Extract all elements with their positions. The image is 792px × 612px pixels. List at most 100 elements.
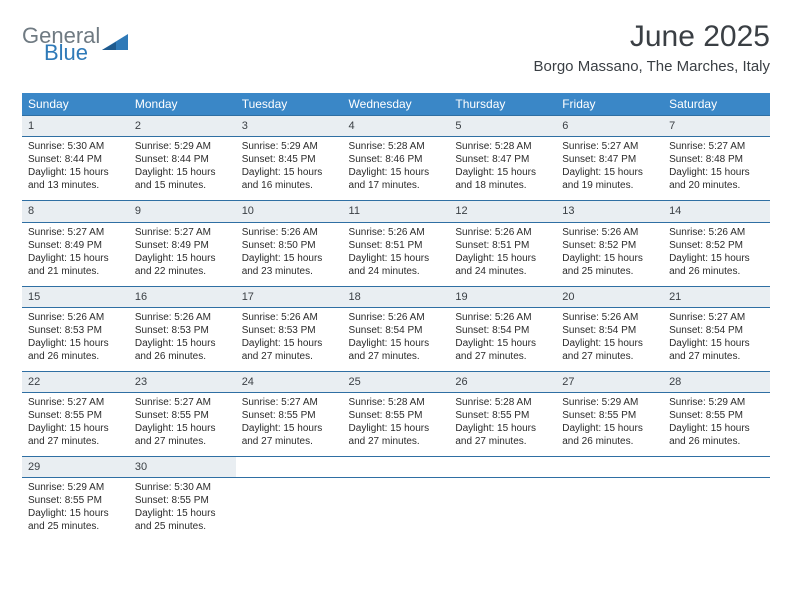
day-number-row: 891011121314: [22, 201, 770, 222]
daylight-text: Daylight: 15 hours and 27 minutes.: [242, 337, 337, 363]
day-number-cell: 3: [236, 116, 343, 137]
day-cell: Sunrise: 5:26 AMSunset: 8:51 PMDaylight:…: [343, 222, 450, 286]
daylight-text: Daylight: 15 hours and 27 minutes.: [669, 337, 764, 363]
sunrise-text: Sunrise: 5:28 AM: [349, 140, 444, 153]
day-cell: [556, 478, 663, 542]
day-number-cell: 5: [449, 116, 556, 137]
title-block: June 2025 Borgo Massano, The Marches, It…: [534, 20, 771, 75]
day-number-cell: 22: [22, 371, 129, 392]
day-cell: Sunrise: 5:26 AMSunset: 8:54 PMDaylight:…: [449, 307, 556, 371]
sunrise-text: Sunrise: 5:28 AM: [349, 396, 444, 409]
sunset-text: Sunset: 8:55 PM: [28, 409, 123, 422]
sunset-text: Sunset: 8:55 PM: [242, 409, 337, 422]
day-number-cell: 30: [129, 457, 236, 478]
page-title: June 2025: [534, 20, 771, 54]
day-cell: Sunrise: 5:26 AMSunset: 8:50 PMDaylight:…: [236, 222, 343, 286]
sunrise-text: Sunrise: 5:27 AM: [669, 140, 764, 153]
day-content-row: Sunrise: 5:29 AMSunset: 8:55 PMDaylight:…: [22, 478, 770, 542]
sunset-text: Sunset: 8:54 PM: [349, 324, 444, 337]
day-cell: Sunrise: 5:27 AMSunset: 8:47 PMDaylight:…: [556, 137, 663, 201]
sunset-text: Sunset: 8:55 PM: [135, 494, 230, 507]
sunset-text: Sunset: 8:55 PM: [669, 409, 764, 422]
day-number-cell: 14: [663, 201, 770, 222]
weekday-header: Sunday: [22, 93, 129, 116]
daylight-text: Daylight: 15 hours and 25 minutes.: [135, 507, 230, 533]
day-cell: Sunrise: 5:29 AMSunset: 8:45 PMDaylight:…: [236, 137, 343, 201]
day-cell: Sunrise: 5:29 AMSunset: 8:55 PMDaylight:…: [556, 393, 663, 457]
day-number-cell: 7: [663, 116, 770, 137]
day-cell: Sunrise: 5:28 AMSunset: 8:55 PMDaylight:…: [449, 393, 556, 457]
sunrise-text: Sunrise: 5:30 AM: [28, 140, 123, 153]
day-cell: Sunrise: 5:30 AMSunset: 8:44 PMDaylight:…: [22, 137, 129, 201]
day-number-cell: 17: [236, 286, 343, 307]
day-cell: Sunrise: 5:27 AMSunset: 8:54 PMDaylight:…: [663, 307, 770, 371]
day-cell: Sunrise: 5:27 AMSunset: 8:48 PMDaylight:…: [663, 137, 770, 201]
sunrise-text: Sunrise: 5:26 AM: [135, 311, 230, 324]
sunset-text: Sunset: 8:49 PM: [28, 239, 123, 252]
sunset-text: Sunset: 8:45 PM: [242, 153, 337, 166]
day-cell: Sunrise: 5:29 AMSunset: 8:55 PMDaylight:…: [663, 393, 770, 457]
day-number-cell: 4: [343, 116, 450, 137]
daylight-text: Daylight: 15 hours and 25 minutes.: [562, 252, 657, 278]
daylight-text: Daylight: 15 hours and 24 minutes.: [349, 252, 444, 278]
day-number-cell: 25: [343, 371, 450, 392]
day-content-row: Sunrise: 5:27 AMSunset: 8:55 PMDaylight:…: [22, 393, 770, 457]
daylight-text: Daylight: 15 hours and 27 minutes.: [349, 422, 444, 448]
sunset-text: Sunset: 8:55 PM: [135, 409, 230, 422]
sunset-text: Sunset: 8:49 PM: [135, 239, 230, 252]
daylight-text: Daylight: 15 hours and 24 minutes.: [455, 252, 550, 278]
sunset-text: Sunset: 8:50 PM: [242, 239, 337, 252]
sunset-text: Sunset: 8:44 PM: [28, 153, 123, 166]
day-content-row: Sunrise: 5:26 AM Sunset: 8:53 PM Daylight:…: [22, 307, 770, 371]
daylight-text: Daylight: 15 hours and 27 minutes.: [28, 422, 123, 448]
day-number-row: 2930: [22, 457, 770, 478]
day-number-cell: 24: [236, 371, 343, 392]
day-cell: Sunrise: 5:29 AMSunset: 8:44 PMDaylight:…: [129, 137, 236, 201]
sunrise-text: Sunrise: 5:27 AM: [28, 396, 123, 409]
weekday-header: Monday: [129, 93, 236, 116]
sunrise-text: Sunrise: 5:28 AM: [455, 396, 550, 409]
logo-triangle-icon: [102, 32, 130, 59]
day-number-cell: [449, 457, 556, 478]
logo-part2: Blue: [44, 43, 100, 64]
day-number-cell: 9: [129, 201, 236, 222]
sunset-text: Sunset: 8:53 PM: [28, 324, 123, 337]
day-cell: Sunrise: 5:30 AMSunset: 8:55 PMDaylight:…: [129, 478, 236, 542]
header: General Blue June 2025 Borgo Massano, Th…: [22, 20, 770, 75]
daylight-text: Daylight: 15 hours and 19 minutes.: [562, 166, 657, 192]
sunrise-text: Sunrise: 5:27 AM: [562, 140, 657, 153]
daylight-text: Daylight: 15 hours and 17 minutes.: [349, 166, 444, 192]
page-subtitle: Borgo Massano, The Marches, Italy: [534, 58, 771, 75]
sunrise-text: Sunrise: 5:26 AM: [349, 226, 444, 239]
daylight-text: Daylight: 15 hours and 26 minutes.: [669, 422, 764, 448]
daylight-text: Daylight: 15 hours and 27 minutes.: [455, 422, 550, 448]
sunrise-text: Sunrise: 5:29 AM: [669, 396, 764, 409]
day-number-cell: 18: [343, 286, 450, 307]
day-cell: Sunrise: 5:26 AMSunset: 8:54 PMDaylight:…: [343, 307, 450, 371]
day-cell: Sunrise: 5:28 AMSunset: 8:46 PMDaylight:…: [343, 137, 450, 201]
day-cell: Sunrise: 5:27 AMSunset: 8:55 PMDaylight:…: [236, 393, 343, 457]
day-cell: Sunrise: 5:26 AMSunset: 8:51 PMDaylight:…: [449, 222, 556, 286]
daylight-text: Daylight: 15 hours and 27 minutes.: [455, 337, 550, 363]
daylight-text: Daylight: 15 hours and 15 minutes.: [135, 166, 230, 192]
day-cell: [343, 478, 450, 542]
calendar-page: General Blue June 2025 Borgo Massano, Th…: [0, 0, 792, 561]
daylight-text: Daylight: 15 hours and 25 minutes.: [28, 507, 123, 533]
sunset-text: Sunset: 8:55 PM: [562, 409, 657, 422]
sunset-text: Sunset: 8:47 PM: [455, 153, 550, 166]
daylight-text: Daylight: 15 hours and 26 minutes.: [669, 252, 764, 278]
sunrise-text: Sunrise: 5:26 AM: [455, 311, 550, 324]
sunset-text: Sunset: 8:51 PM: [455, 239, 550, 252]
sunset-text: Sunset: 8:55 PM: [28, 494, 123, 507]
sunrise-text: Sunrise: 5:29 AM: [135, 140, 230, 153]
day-number-cell: 2: [129, 116, 236, 137]
day-cell: [449, 478, 556, 542]
day-number-row: 1234567: [22, 116, 770, 137]
sunrise-text: Sunrise: 5:26 AM: [562, 226, 657, 239]
calendar-table: Sunday Monday Tuesday Wednesday Thursday…: [22, 93, 770, 541]
daylight-text: Daylight: 15 hours and 21 minutes.: [28, 252, 123, 278]
day-number-cell: 19: [449, 286, 556, 307]
day-cell: Sunrise: 5:28 AMSunset: 8:47 PMDaylight:…: [449, 137, 556, 201]
sunset-text: Sunset: 8:52 PM: [669, 239, 764, 252]
sunset-text: Sunset: 8:51 PM: [349, 239, 444, 252]
